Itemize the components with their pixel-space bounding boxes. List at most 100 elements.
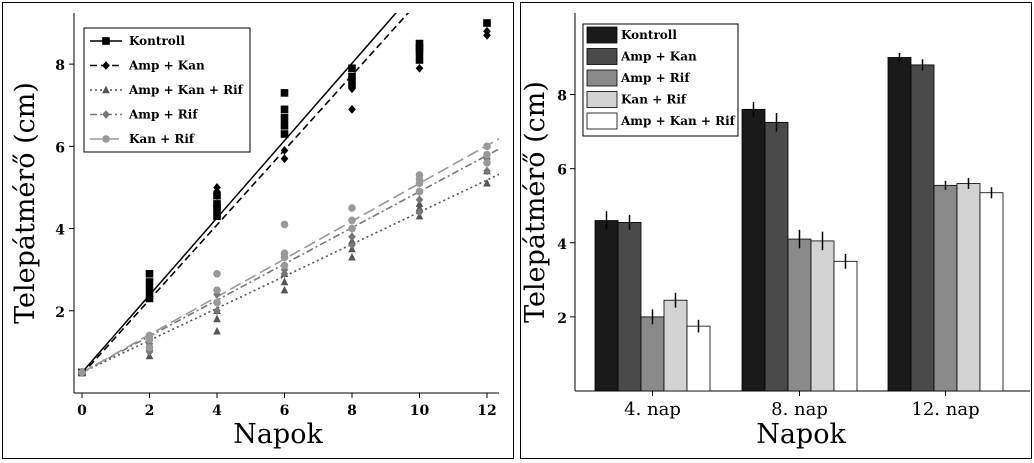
x-tick-label: 8 [347,403,357,419]
y-tick-label: 4 [557,237,567,253]
bar-kan-rif [956,183,981,392]
data-point-amp-kan-rif [415,203,424,212]
x-tick-label: 12. nap [911,399,979,420]
legend-marker-kontroll [102,37,110,45]
x-tick-label: 8. nap [771,399,828,420]
plot-area [78,13,499,377]
data-point-amp-kan [348,104,356,114]
bar-group-8-nap [741,101,858,392]
bar-amp-kan-rif [686,325,711,392]
scatter-panel: 2 4 6 8 0 2 4 6 8 10 12 Napok Telepátmérő (cm) Kontro… [2,2,514,459]
bar-group-12-nap [887,53,1004,392]
data-point-kan-rif [415,187,424,196]
data-point-amp-kan [348,76,356,85]
x-tick-label: 4 [212,403,222,419]
legend-marker-amp-kan-rif [102,85,110,94]
x-tick-label: 12 [477,403,496,419]
legend-marker-kan-rif [102,135,110,143]
data-point-kontroll [483,19,491,27]
data-point-kan-rif [213,298,221,307]
bar-kontroll [887,57,912,392]
data-point-kan-rif [145,343,154,352]
x-tick-label: 4. nap [624,399,681,420]
data-point-kan-rif [280,261,289,270]
legend-marker-amp-rif [102,110,110,119]
data-point-kan-rif [280,220,289,229]
data-point-amp-kan [280,154,289,164]
fit-line-amp-kan-rif [81,173,499,374]
legend: Kontroll Amp + Kan Amp + Rif Kan + Rif Amp +… [582,23,739,137]
data-point-amp-kan-rif [213,326,221,335]
data-point-kan-rif [280,249,289,258]
data-point-amp-kan [145,281,154,291]
data-point-kan-rif [145,331,154,340]
data-point-amp-kan-rif [348,252,356,261]
legend-label-amp-kan-rif: Amp + Kan + Rif [620,114,736,128]
legend-label-amp-rif: Amp + Rif [128,108,198,122]
y-axis-title: Telepátmérő (cm) [521,81,551,323]
y-axis-title: Telepátmérő (cm) [10,82,41,324]
bar-amp-rif [787,238,812,392]
x-tick-label: 10 [410,403,430,419]
data-point-kan-rif [348,224,356,233]
legend-label-kan-rif: Kan + Rif [621,93,687,107]
bar-panel: 2 4 6 8 4. nap 8. nap 12. nap Napok Telepátmérő … [520,2,1032,459]
data-point-kan-rif [483,158,491,167]
data-point-kontroll [213,200,221,208]
data-point-amp-kan-rif [280,285,289,294]
legend-swatch-amp-kan [586,48,618,65]
data-point-amp-rif [348,232,356,242]
data-point-amp-kan [415,51,424,61]
data-point-amp-kan [415,63,424,73]
data-point-amp-kan-rif [280,277,289,286]
data-point-amp-kan-rif [483,178,491,187]
y-tick-label: 6 [557,163,567,179]
bar-kontroll [594,220,619,392]
data-point-kan-rif [213,286,221,295]
legend-swatch-amp-rif [586,69,618,87]
legend-label-kan-rif: Kan + Rif [129,132,195,146]
data-point-kan-rif [348,204,356,212]
legend-marker-amp-kan [102,61,110,70]
data-point-kan-rif [78,368,86,377]
bar-amp-kan [910,64,935,392]
fit-line-kan-rif [81,137,499,374]
bar-amp-kan-rif [979,192,1004,392]
data-point-amp-kan [213,207,221,217]
data-point-kan-rif [348,216,356,225]
data-point-amp-kan [145,289,154,299]
bar-group-4-nap [594,211,711,392]
data-point-kan-rif [483,142,491,151]
legend-swatch-amp-kan-rif [586,112,618,130]
legend: Kontroll Amp + Kan Amp + Kan + Rif Amp + Ri… [83,27,251,153]
bar-amp-kan [617,221,642,392]
data-point-amp-rif [213,306,221,316]
data-point-amp-kan [213,183,221,192]
bar-chart: 2 4 6 8 4. nap 8. nap 12. nap Napok Telepátmérő … [521,13,1030,450]
x-axis-title: Napok [756,419,846,450]
data-point-amp-kan [483,26,491,36]
y-tick-label: 8 [55,58,65,74]
data-point-amp-kan [348,84,356,94]
x-axis-title: Napok [233,419,323,450]
bar-kan-rif [810,240,835,392]
bar-kan-rif [663,299,688,392]
legend-swatch-kan-rif [586,91,618,108]
data-point-kan-rif [483,150,491,159]
bar-kontroll [741,108,766,392]
fit-line-kontroll [81,13,397,373]
data-point-amp-kan [280,146,289,155]
data-point-kontroll [280,89,289,97]
bar-amp-kan-rif [833,260,858,392]
y-tick-label: 6 [55,140,65,156]
legend-label-amp-kan: Amp + Kan [620,50,697,64]
data-point-amp-kan-rif [213,314,221,323]
data-point-kontroll [415,39,424,48]
data-point-kontroll [348,64,356,73]
y-tick-label: 2 [557,311,567,327]
data-point-amp-kan [280,117,289,127]
legend-label-amp-kan-rif: Amp + Kan + Rif [128,83,244,97]
data-point-kan-rif [213,269,221,278]
legend-label-amp-rif: Amp + Rif [620,71,690,85]
data-point-kontroll [145,269,154,278]
